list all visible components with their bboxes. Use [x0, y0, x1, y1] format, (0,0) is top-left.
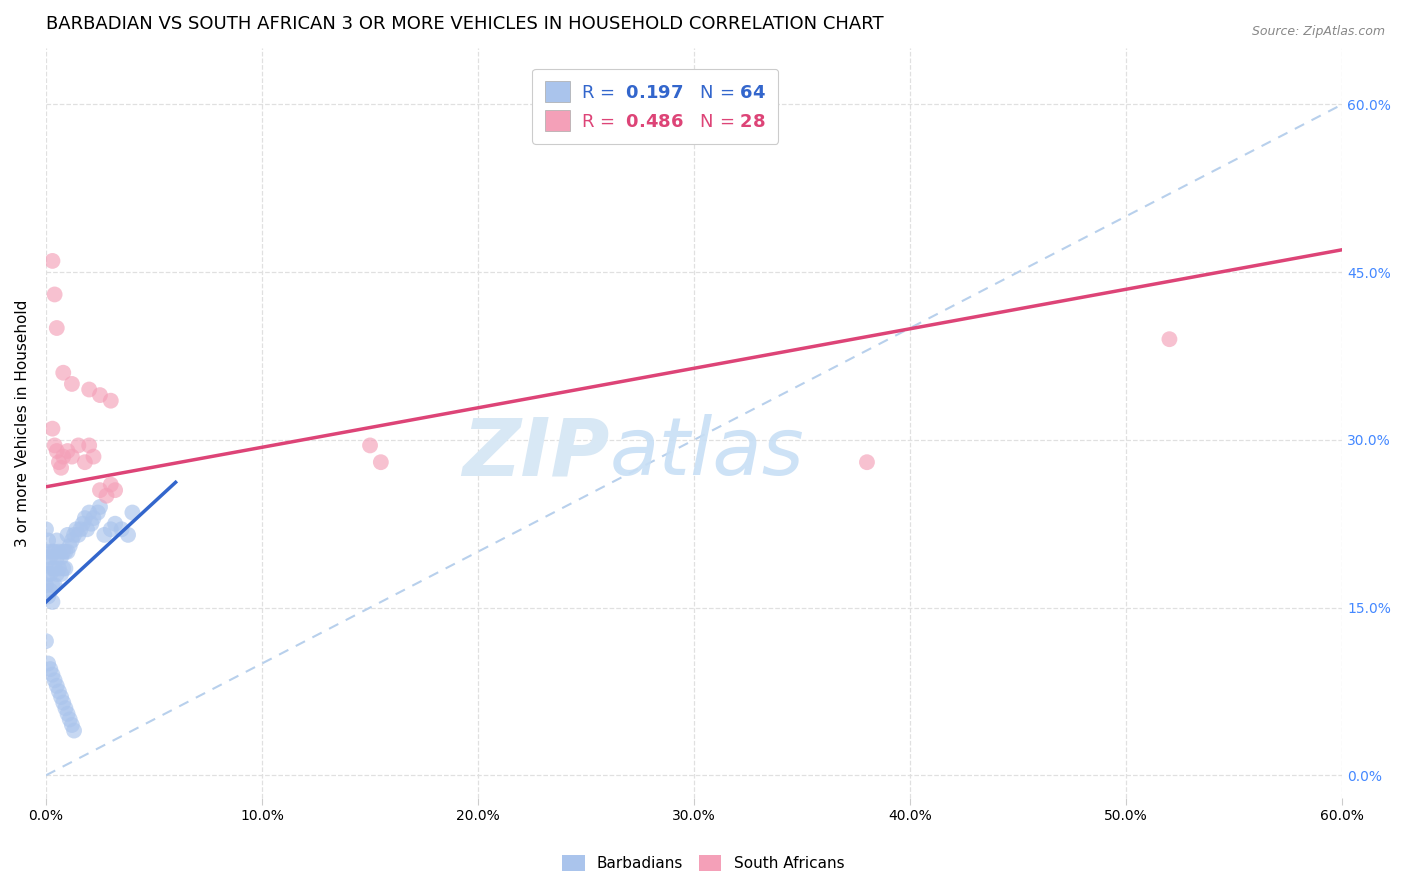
Point — [41, 667, 63, 681]
Point — [52, 450, 75, 464]
Point — [63, 723, 86, 738]
Point — [44, 673, 66, 688]
Point — [48, 544, 70, 558]
Point — [44, 438, 66, 452]
Point — [83, 450, 105, 464]
Point — [52, 561, 75, 575]
Point — [65, 522, 87, 536]
Point — [60, 450, 83, 464]
Point — [37, 567, 59, 582]
Point — [44, 544, 66, 558]
Y-axis label: 3 or more Vehicles in Household: 3 or more Vehicles in Household — [15, 300, 30, 547]
Point — [49, 550, 72, 565]
Point — [49, 690, 72, 704]
Point — [121, 506, 143, 520]
Point — [117, 528, 139, 542]
Point — [69, 522, 91, 536]
Point — [37, 657, 59, 671]
Point — [370, 455, 392, 469]
Point — [100, 477, 122, 491]
Point — [89, 500, 111, 514]
Point — [73, 511, 96, 525]
Text: BARBADIAN VS SOUTH AFRICAN 3 OR MORE VEHICLES IN HOUSEHOLD CORRELATION CHART: BARBADIAN VS SOUTH AFRICAN 3 OR MORE VEH… — [46, 15, 883, 33]
Point — [35, 522, 58, 536]
Point — [56, 544, 79, 558]
Point — [48, 561, 70, 575]
Point — [52, 544, 75, 558]
Text: atlas: atlas — [610, 414, 804, 492]
Point — [45, 679, 67, 693]
Point — [41, 544, 63, 558]
Point — [52, 366, 75, 380]
Point — [39, 583, 62, 598]
Point — [45, 533, 67, 548]
Point — [45, 444, 67, 458]
Text: ZIP: ZIP — [463, 414, 610, 492]
Point — [35, 556, 58, 570]
Point — [39, 550, 62, 565]
Point — [856, 455, 879, 469]
Point — [44, 578, 66, 592]
Point — [104, 516, 127, 531]
Point — [110, 522, 132, 536]
Point — [73, 455, 96, 469]
Point — [41, 595, 63, 609]
Point — [100, 522, 122, 536]
Point — [89, 483, 111, 498]
Point — [48, 684, 70, 698]
Point — [59, 539, 82, 553]
Point — [35, 578, 58, 592]
Point — [48, 455, 70, 469]
Point — [37, 544, 59, 558]
Point — [45, 567, 67, 582]
Point — [41, 578, 63, 592]
Point — [87, 506, 110, 520]
Point — [96, 489, 118, 503]
Point — [41, 422, 63, 436]
Point — [44, 561, 66, 575]
Point — [37, 590, 59, 604]
Point — [63, 528, 86, 542]
Point — [55, 701, 77, 715]
Point — [77, 506, 100, 520]
Point — [60, 376, 83, 391]
Point — [59, 712, 82, 726]
Point — [37, 533, 59, 548]
Point — [80, 516, 103, 531]
Point — [67, 528, 90, 542]
Point — [77, 438, 100, 452]
Point — [49, 460, 72, 475]
Point — [77, 383, 100, 397]
Legend: R =  $\bf{0.197}$   N = $\bf{64}$, R =  $\bf{0.486}$   N = $\bf{28}$: R = $\bf{0.197}$ N = $\bf{64}$, R = $\bf… — [531, 69, 779, 144]
Point — [1159, 332, 1181, 346]
Point — [104, 483, 127, 498]
Point — [100, 393, 122, 408]
Point — [93, 528, 115, 542]
Point — [39, 567, 62, 582]
Point — [45, 550, 67, 565]
Point — [67, 438, 90, 452]
Point — [76, 522, 98, 536]
Point — [56, 444, 79, 458]
Point — [45, 321, 67, 335]
Point — [83, 511, 105, 525]
Point — [359, 438, 381, 452]
Point — [49, 567, 72, 582]
Legend: Barbadians, South Africans: Barbadians, South Africans — [555, 849, 851, 877]
Point — [72, 516, 94, 531]
Point — [41, 254, 63, 268]
Point — [55, 544, 77, 558]
Point — [41, 561, 63, 575]
Point — [55, 561, 77, 575]
Text: Source: ZipAtlas.com: Source: ZipAtlas.com — [1251, 25, 1385, 38]
Point — [52, 696, 75, 710]
Point — [56, 528, 79, 542]
Point — [60, 533, 83, 548]
Point — [44, 287, 66, 301]
Point — [35, 634, 58, 648]
Point — [89, 388, 111, 402]
Point — [56, 706, 79, 721]
Point — [60, 718, 83, 732]
Point — [39, 662, 62, 676]
